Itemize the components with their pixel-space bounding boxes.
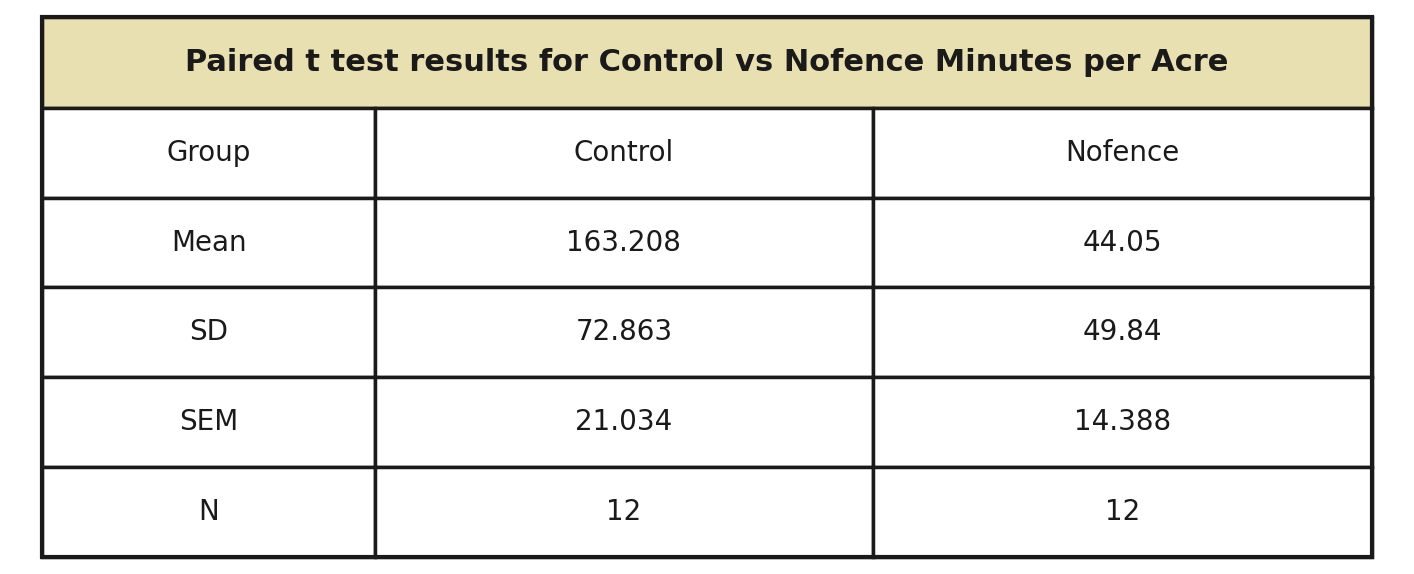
Bar xyxy=(872,108,1372,197)
Text: 163.208: 163.208 xyxy=(567,228,682,257)
Bar xyxy=(42,467,375,557)
Bar xyxy=(375,377,874,467)
Bar xyxy=(42,288,375,377)
Text: N: N xyxy=(198,498,219,526)
Bar xyxy=(375,197,874,288)
Text: 72.863: 72.863 xyxy=(575,319,673,346)
Bar xyxy=(42,17,1372,108)
Text: SEM: SEM xyxy=(180,408,238,436)
Bar xyxy=(375,467,874,557)
Text: Paired t test results for Control vs Nofence Minutes per Acre: Paired t test results for Control vs Nof… xyxy=(185,48,1229,77)
Bar xyxy=(42,108,375,197)
Bar xyxy=(42,197,375,288)
Bar xyxy=(375,288,874,377)
Bar xyxy=(872,197,1372,288)
Text: SD: SD xyxy=(189,319,228,346)
Bar xyxy=(872,467,1372,557)
Bar xyxy=(42,377,375,467)
Text: 21.034: 21.034 xyxy=(575,408,673,436)
Text: Group: Group xyxy=(167,139,250,167)
Text: 12: 12 xyxy=(1104,498,1140,526)
Text: 12: 12 xyxy=(607,498,642,526)
Text: 49.84: 49.84 xyxy=(1083,319,1162,346)
Text: 14.388: 14.388 xyxy=(1073,408,1171,436)
Text: 44.05: 44.05 xyxy=(1083,228,1162,257)
Bar xyxy=(872,288,1372,377)
Text: Nofence: Nofence xyxy=(1065,139,1179,167)
Text: Control: Control xyxy=(574,139,674,167)
Text: Mean: Mean xyxy=(171,228,246,257)
Bar xyxy=(872,377,1372,467)
Bar xyxy=(375,108,874,197)
